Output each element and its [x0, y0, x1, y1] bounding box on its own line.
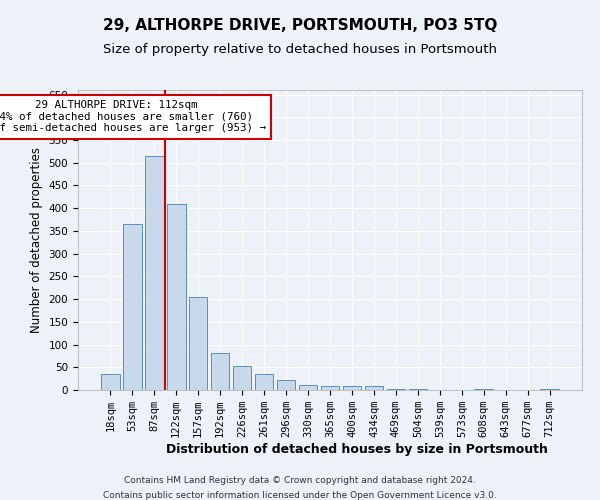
Bar	[365, 386, 383, 390]
Bar	[167, 204, 185, 390]
Text: Distribution of detached houses by size in Portsmouth: Distribution of detached houses by size …	[166, 442, 548, 456]
Bar	[475, 388, 493, 390]
Bar	[189, 297, 208, 390]
Bar	[145, 156, 164, 390]
Bar	[409, 388, 427, 390]
Bar	[320, 386, 340, 390]
Text: Size of property relative to detached houses in Portsmouth: Size of property relative to detached ho…	[103, 42, 497, 56]
Text: 29, ALTHORPE DRIVE, PORTSMOUTH, PO3 5TQ: 29, ALTHORPE DRIVE, PORTSMOUTH, PO3 5TQ	[103, 18, 497, 32]
Bar	[101, 374, 119, 390]
Bar	[255, 374, 274, 390]
Y-axis label: Number of detached properties: Number of detached properties	[30, 147, 43, 333]
Bar	[123, 224, 142, 390]
Bar	[541, 388, 559, 390]
Text: 29 ALTHORPE DRIVE: 112sqm
← 44% of detached houses are smaller (760)
55% of semi: 29 ALTHORPE DRIVE: 112sqm ← 44% of detac…	[0, 100, 266, 133]
Bar	[386, 388, 405, 390]
Text: Contains HM Land Registry data © Crown copyright and database right 2024.: Contains HM Land Registry data © Crown c…	[124, 476, 476, 485]
Text: Contains public sector information licensed under the Open Government Licence v3: Contains public sector information licen…	[103, 491, 497, 500]
Bar	[233, 366, 251, 390]
Bar	[211, 352, 229, 390]
Bar	[343, 386, 361, 390]
Bar	[277, 380, 295, 390]
Bar	[299, 384, 317, 390]
